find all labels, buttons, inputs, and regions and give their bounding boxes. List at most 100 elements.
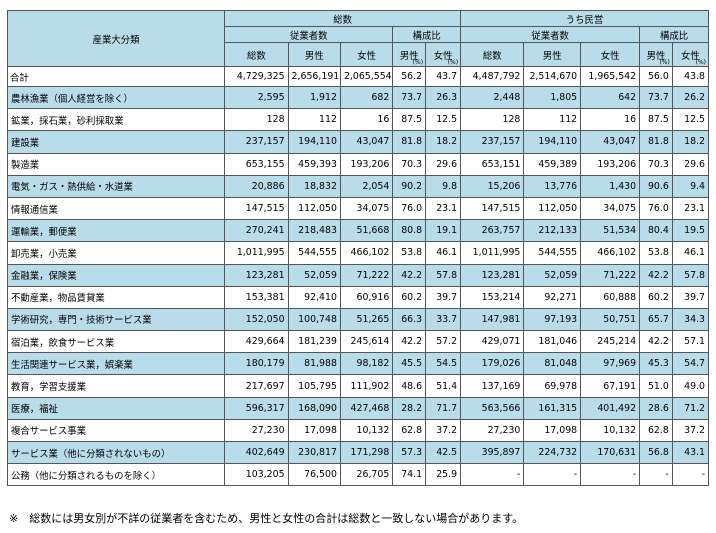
value-cell: 67,191 <box>580 374 641 398</box>
value-cell: 71,222 <box>580 263 641 287</box>
value-cell: 52,059 <box>523 263 582 287</box>
value-cell: 128 <box>460 108 525 132</box>
value-cell: 1,430 <box>580 174 641 198</box>
value-cell: 1,805 <box>523 85 582 110</box>
table-row: 学術研究，専門・技術サービス業 152,050 100,748 51,265 66.3 3… <box>6 307 710 332</box>
header-total-group: 総数 <box>224 10 462 27</box>
header-label: 男性 <box>399 50 419 62</box>
industry-name: 情報通信業 <box>6 196 226 221</box>
value-cell: 19.1 <box>425 219 462 243</box>
value-cell: 23.1 <box>671 196 710 221</box>
value-cell: 76.0 <box>639 196 673 221</box>
value-cell: 147,515 <box>460 196 525 221</box>
value-cell: 52,059 <box>287 263 341 287</box>
value-cell: 194,110 <box>523 130 582 154</box>
value-cell: 51.4 <box>425 374 462 398</box>
table-row: 公務（他に分類されるものを除く） 103,205 76,500 26,705 74.1 2… <box>6 463 710 487</box>
value-cell: 27,230 <box>460 418 525 443</box>
industry-name: 不動産業，物品賃貸業 <box>6 285 226 309</box>
header-col-male-ratio-private: 男性 (%) <box>639 42 673 67</box>
value-cell: 53.8 <box>639 241 673 265</box>
industry-name: 学術研究，専門・技術サービス業 <box>6 307 226 332</box>
value-cell: 237,157 <box>460 130 525 154</box>
header-employees: 従業者数 <box>224 26 394 43</box>
value-cell: 153,214 <box>460 285 525 309</box>
value-cell: 1,011,995 <box>224 241 289 265</box>
industry-name: 合計 <box>6 66 226 87</box>
value-cell: 212,133 <box>523 219 582 243</box>
value-cell: 60.2 <box>392 285 427 309</box>
value-cell: 57.8 <box>425 263 462 287</box>
value-cell: 50,751 <box>580 307 641 332</box>
value-cell: 43.8 <box>671 66 710 87</box>
value-cell: 402,649 <box>224 440 289 465</box>
value-cell: 459,393 <box>287 152 341 176</box>
value-cell: 19.5 <box>671 219 710 243</box>
value-cell: 45.5 <box>392 352 427 376</box>
value-cell: 76,500 <box>287 463 341 487</box>
table-row: 教育，学習支援業 217,697 105,795 111,902 48.6 51.4 137… <box>6 374 710 398</box>
value-cell: 71,222 <box>339 263 394 287</box>
value-cell: 466,102 <box>580 241 641 265</box>
value-cell: 73.7 <box>392 85 427 110</box>
table-row: 金融業，保険業 123,281 52,059 71,222 42.2 57.8 123,28… <box>6 263 710 287</box>
value-cell: 20,886 <box>224 174 289 198</box>
value-cell: 62.8 <box>639 418 673 443</box>
table-row: 宿泊業，飲食サービス業 429,664 181,239 245,614 42.2 57.2… <box>6 330 710 354</box>
value-cell: 62.8 <box>392 418 427 443</box>
value-cell: 92,410 <box>287 285 341 309</box>
industry-name: 公務（他に分類されるものを除く） <box>6 463 226 487</box>
header-private-group: うち民営 <box>460 10 709 27</box>
value-cell: 245,214 <box>580 330 641 354</box>
value-cell: 80.4 <box>639 219 673 243</box>
header-composition-private: 構成比 <box>639 26 709 43</box>
value-cell: 46.1 <box>425 241 462 265</box>
value-cell: 57.3 <box>392 440 427 465</box>
value-cell: 16 <box>339 108 394 132</box>
table-row: 農林漁業（個人経営を除く） 2,595 1,912 682 73.7 26.3 2,448 1… <box>6 85 710 110</box>
value-cell: 60,888 <box>580 285 641 309</box>
value-cell: 466,102 <box>339 241 394 265</box>
value-cell: 596,317 <box>224 396 289 420</box>
table-row: 製造業 653,155 459,393 193,206 70.3 29.6 653,151 4… <box>6 152 710 176</box>
industry-name: 教育，学習支援業 <box>6 374 226 398</box>
value-cell: 128 <box>224 108 289 132</box>
header-employees-private: 従業者数 <box>460 26 641 43</box>
value-cell: 37.2 <box>425 418 462 443</box>
industry-name: 農林漁業（個人経営を除く） <box>6 85 226 110</box>
value-cell: 9.4 <box>671 174 710 198</box>
value-cell: 42.2 <box>392 263 427 287</box>
value-cell: 218,483 <box>287 219 341 243</box>
value-cell: 45.3 <box>639 352 673 376</box>
value-cell: 26,705 <box>339 463 394 487</box>
value-cell: 51,534 <box>580 219 641 243</box>
value-cell: 395,897 <box>460 440 525 465</box>
value-cell: 81.8 <box>392 130 427 154</box>
value-cell: 46.1 <box>671 241 710 265</box>
value-cell: - <box>671 463 710 487</box>
value-cell: 28.6 <box>639 396 673 420</box>
value-cell: 137,169 <box>460 374 525 398</box>
value-cell: 97,193 <box>523 307 582 332</box>
value-cell: 4,729,325 <box>224 66 289 87</box>
value-cell: - <box>523 463 582 487</box>
header-composition: 構成比 <box>392 26 462 43</box>
value-cell: 193,206 <box>580 152 641 176</box>
value-cell: 15,206 <box>460 174 525 198</box>
value-cell: 54.5 <box>425 352 462 376</box>
table-row: 建設業 237,157 194,110 43,047 81.8 18.2 237,157 19… <box>6 130 710 154</box>
value-cell: 17,098 <box>523 418 582 443</box>
value-cell: 270,241 <box>224 219 289 243</box>
value-cell: 2,656,191 <box>287 66 341 87</box>
value-cell: 42.2 <box>639 263 673 287</box>
value-cell: 69,978 <box>523 374 582 398</box>
value-cell: 42.2 <box>392 330 427 354</box>
value-cell: 2,054 <box>339 174 394 198</box>
value-cell: 181,239 <box>287 330 341 354</box>
value-cell: 9.8 <box>425 174 462 198</box>
header-label: 女性 <box>433 50 453 62</box>
value-cell: 53.8 <box>392 241 427 265</box>
value-cell: 39.7 <box>425 285 462 309</box>
table-row: 情報通信業 147,515 112,050 34,075 76.0 23.1 147,515… <box>6 196 710 221</box>
value-cell: 230,817 <box>287 440 341 465</box>
